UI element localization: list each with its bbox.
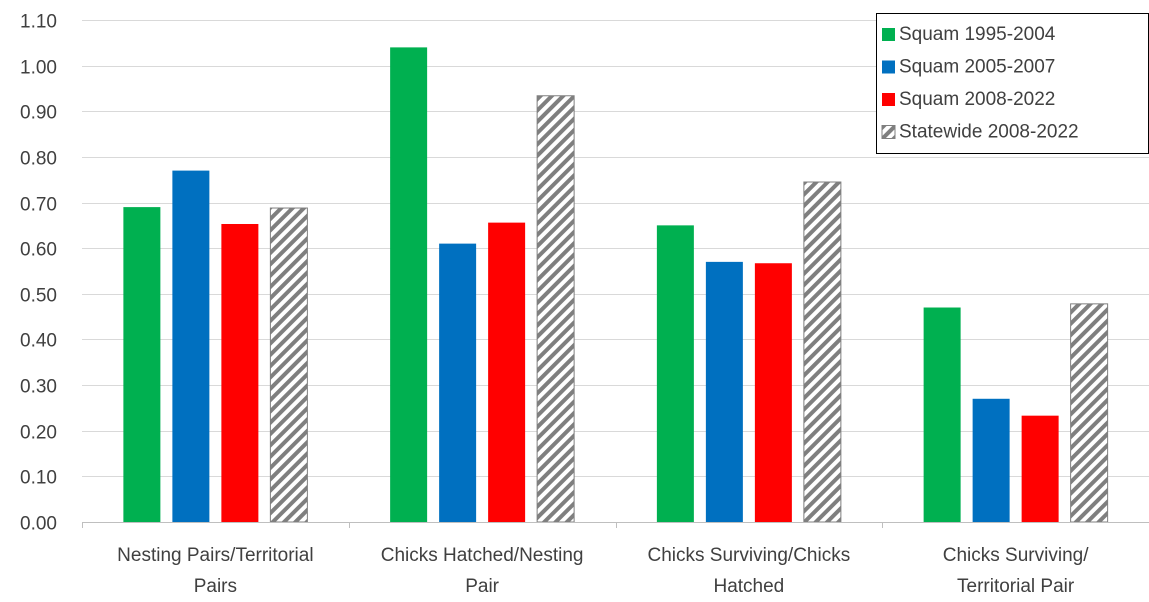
bar: [269, 207, 308, 523]
bar: [221, 223, 259, 522]
bar: [972, 398, 1010, 522]
bar: [656, 225, 694, 522]
x-axis: Nesting Pairs/Territorial Pairs Chicks Hat…: [82, 522, 1149, 597]
legend-label: Squam 2005-2007: [899, 57, 1055, 78]
category-label: Pair: [465, 576, 499, 597]
y-axis: 0.00 0.10 0.20 0.30 0.40 0.50 0.60 0.70 0.80 0.90…: [20, 12, 57, 535]
bar: [439, 243, 477, 523]
bar: [1070, 303, 1109, 523]
bar: [390, 47, 428, 523]
legend-label: Squam 2008-2022: [899, 89, 1055, 110]
bar: [172, 170, 210, 522]
y-tick-label: 0.80: [20, 149, 57, 170]
bar: [754, 263, 792, 522]
y-tick-label: 0.10: [20, 468, 57, 489]
bar: [488, 222, 526, 522]
y-tick-label: 0.00: [20, 514, 57, 535]
y-tick-label: 0.30: [20, 377, 57, 398]
category-label: Hatched: [713, 576, 784, 597]
bar: [536, 95, 575, 523]
category-label: Pairs: [194, 576, 237, 597]
legend-swatch: [882, 28, 895, 41]
bar: [123, 207, 161, 523]
bar: [705, 261, 743, 522]
y-tick-label: 0.60: [20, 240, 57, 261]
legend-swatch: [882, 60, 895, 74]
bar: [923, 307, 961, 522]
legend-swatch: [881, 125, 896, 139]
y-tick-label: 1.10: [20, 12, 57, 33]
legend: Squam 1995-2004 Squam 2005-2007 Squam 2008…: [876, 13, 1149, 154]
category-label: Nesting Pairs/Territorial: [117, 545, 313, 566]
y-tick-label: 0.20: [20, 423, 57, 444]
category-label: Chicks Surviving/Chicks: [648, 545, 851, 566]
y-tick-label: 0.90: [20, 103, 57, 124]
legend-box: [876, 13, 1149, 154]
bar: [1021, 415, 1059, 522]
y-tick-label: 1.00: [20, 58, 57, 79]
y-tick-label: 0.40: [20, 331, 57, 352]
category-label: Chicks Hatched/Nesting: [381, 545, 584, 566]
bar: [803, 181, 842, 523]
category-label: Chicks Surviving/: [943, 545, 1089, 566]
category-label: Territorial Pair: [957, 576, 1075, 597]
y-tick-label: 0.50: [20, 286, 57, 307]
legend-label: Statewide 2008-2022: [899, 122, 1079, 143]
legend-swatch: [882, 93, 895, 106]
y-tick-label: 0.70: [20, 195, 57, 216]
bars: [123, 47, 1109, 523]
legend-label: Squam 1995-2004: [899, 24, 1056, 45]
